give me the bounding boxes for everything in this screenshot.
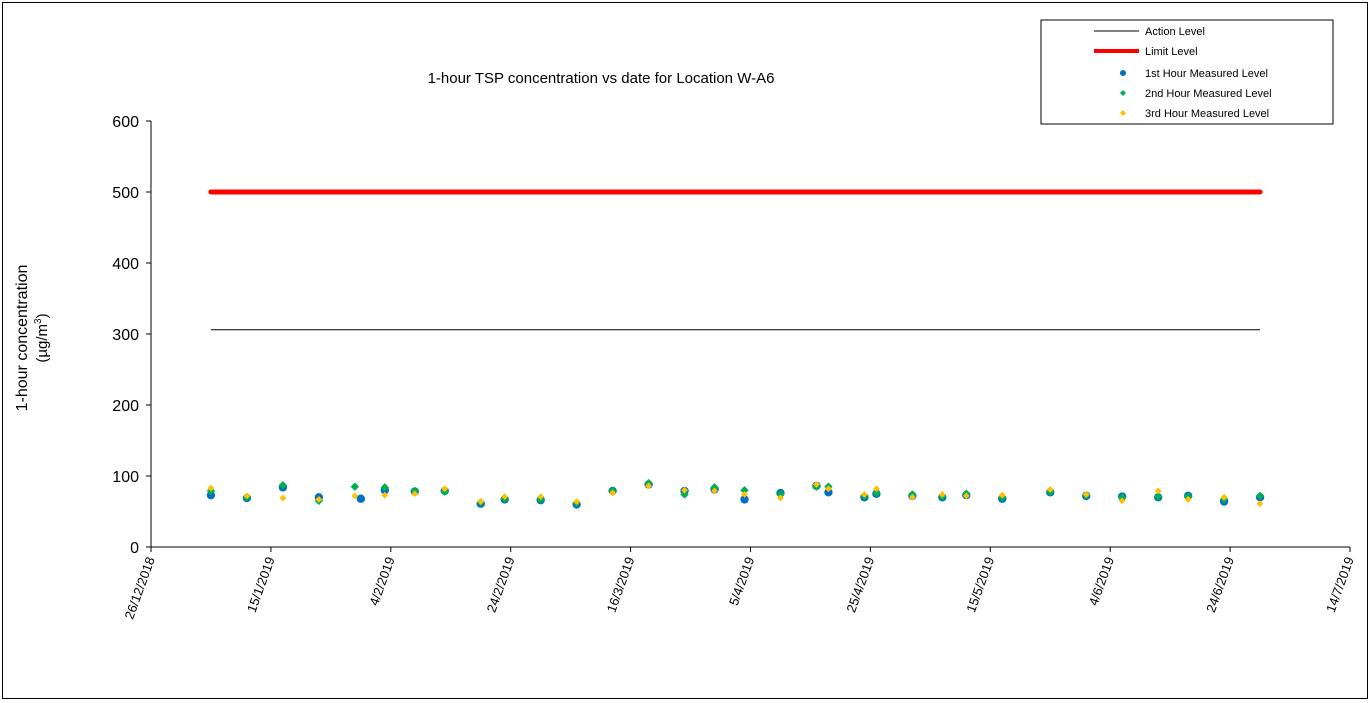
x-tick-label: 4/6/2019	[1086, 555, 1117, 608]
third-hour-point	[777, 494, 784, 502]
third-hour-point	[1118, 497, 1126, 505]
third-hour-point	[741, 491, 748, 498]
second-hour-point	[776, 490, 785, 499]
third-hour-point	[573, 498, 581, 505]
third-hour-point	[609, 489, 617, 497]
chart-canvas: 1-hour TSP concentration vs date for Loc…	[14, 19, 1357, 621]
y-tick-label: 300	[112, 327, 139, 344]
third-hour-point	[381, 491, 389, 499]
third-hour-point	[861, 491, 868, 498]
legend-3rd-hour-label: 3rd Hour Measured Level	[1145, 108, 1269, 120]
y-tick-label: 400	[112, 256, 139, 273]
x-tick-label: 24/2/2019	[484, 555, 518, 614]
third-hour-point	[681, 486, 688, 494]
third-hour-point	[908, 493, 916, 501]
x-tick-label: 16/3/2019	[604, 555, 638, 614]
third-hour-point	[351, 492, 359, 500]
third-hour-point	[1256, 500, 1264, 508]
third-hour-point	[1154, 487, 1162, 495]
legend-3rd-hour-swatch	[1120, 110, 1126, 116]
third-hour-point	[537, 493, 545, 500]
third-hour-point	[243, 492, 251, 500]
first-hour-point	[206, 490, 216, 500]
x-tick-label: 14/7/2019	[1323, 555, 1357, 614]
x-tick-label: 24/6/2019	[1203, 555, 1237, 614]
legend-limit-level-label: Limit Level	[1145, 46, 1198, 58]
second-hour-point	[710, 483, 719, 492]
chart-title: 1-hour TSP concentration vs date for Loc…	[428, 70, 775, 87]
x-tick-label: 25/4/2019	[843, 555, 877, 614]
legend-box	[1040, 19, 1334, 125]
third-hour-point	[279, 494, 287, 502]
third-hour-point	[207, 484, 215, 492]
legend: Action Level Limit Level 1st Hour Measur…	[1040, 19, 1334, 125]
third-hour-point	[1082, 491, 1090, 498]
third-hour-point	[501, 493, 509, 500]
third-hour-point	[998, 491, 1006, 499]
legend-action-level-label: Action Level	[1145, 26, 1205, 38]
second-hour-point	[1255, 491, 1265, 501]
y-axis-label-line1: 1-hour concentration	[14, 265, 31, 412]
y-tick-label: 500	[112, 185, 139, 202]
second-hour-point	[278, 481, 288, 490]
third-hour-point	[962, 492, 970, 500]
x-tick-label: 4/2/2019	[366, 555, 397, 608]
y-tick-label: 0	[130, 540, 139, 557]
third-hour-point	[1220, 493, 1228, 501]
third-hour-point	[1046, 486, 1054, 493]
third-hour-point	[477, 498, 485, 505]
third-hour-point	[813, 481, 820, 488]
y-tick-label: 100	[112, 469, 139, 486]
y-tick-label: 200	[112, 398, 139, 415]
third-hour-point	[1184, 496, 1192, 503]
third-hour-point	[411, 490, 419, 498]
second-hour-point	[872, 488, 881, 498]
x-tick-label: 15/1/2019	[244, 555, 278, 614]
third-hour-point	[938, 491, 946, 498]
x-tick-label: 15/5/2019	[963, 555, 997, 614]
second-hour-point	[1153, 492, 1163, 501]
x-tick-label: 26/12/2018	[121, 555, 157, 621]
x-tick-label: 5/4/2019	[726, 555, 757, 608]
third-hour-point	[441, 485, 449, 493]
y-axis-label-line2: (µg/m3)	[33, 313, 51, 362]
third-hour-point	[825, 485, 832, 493]
second-hour-point	[740, 486, 749, 495]
first-hour-point	[740, 495, 749, 504]
first-hour-point	[356, 494, 366, 503]
legend-1st-hour-swatch	[1120, 70, 1126, 76]
y-axis-label: 1-hour concentration (µg/m3)	[14, 265, 51, 412]
second-hour-point	[350, 482, 360, 491]
third-hour-point	[645, 482, 652, 490]
legend-2nd-hour-swatch	[1120, 90, 1126, 96]
third-hour-point	[711, 487, 718, 495]
second-hour-point	[380, 483, 390, 492]
legend-1st-hour-label: 1st Hour Measured Level	[1145, 68, 1268, 80]
legend-2nd-hour-label: 2nd Hour Measured Level	[1145, 88, 1272, 100]
second-hour-point	[680, 490, 689, 499]
third-hour-point	[872, 485, 880, 493]
third-hour-point	[315, 496, 323, 503]
second-hour-point	[1117, 493, 1127, 502]
plot-area: 0 100 200 300 400 500 600 26/12/2018 15/1/2019 4/…	[112, 114, 1357, 621]
first-hour-point	[824, 488, 833, 497]
y-tick-label: 600	[112, 114, 139, 131]
